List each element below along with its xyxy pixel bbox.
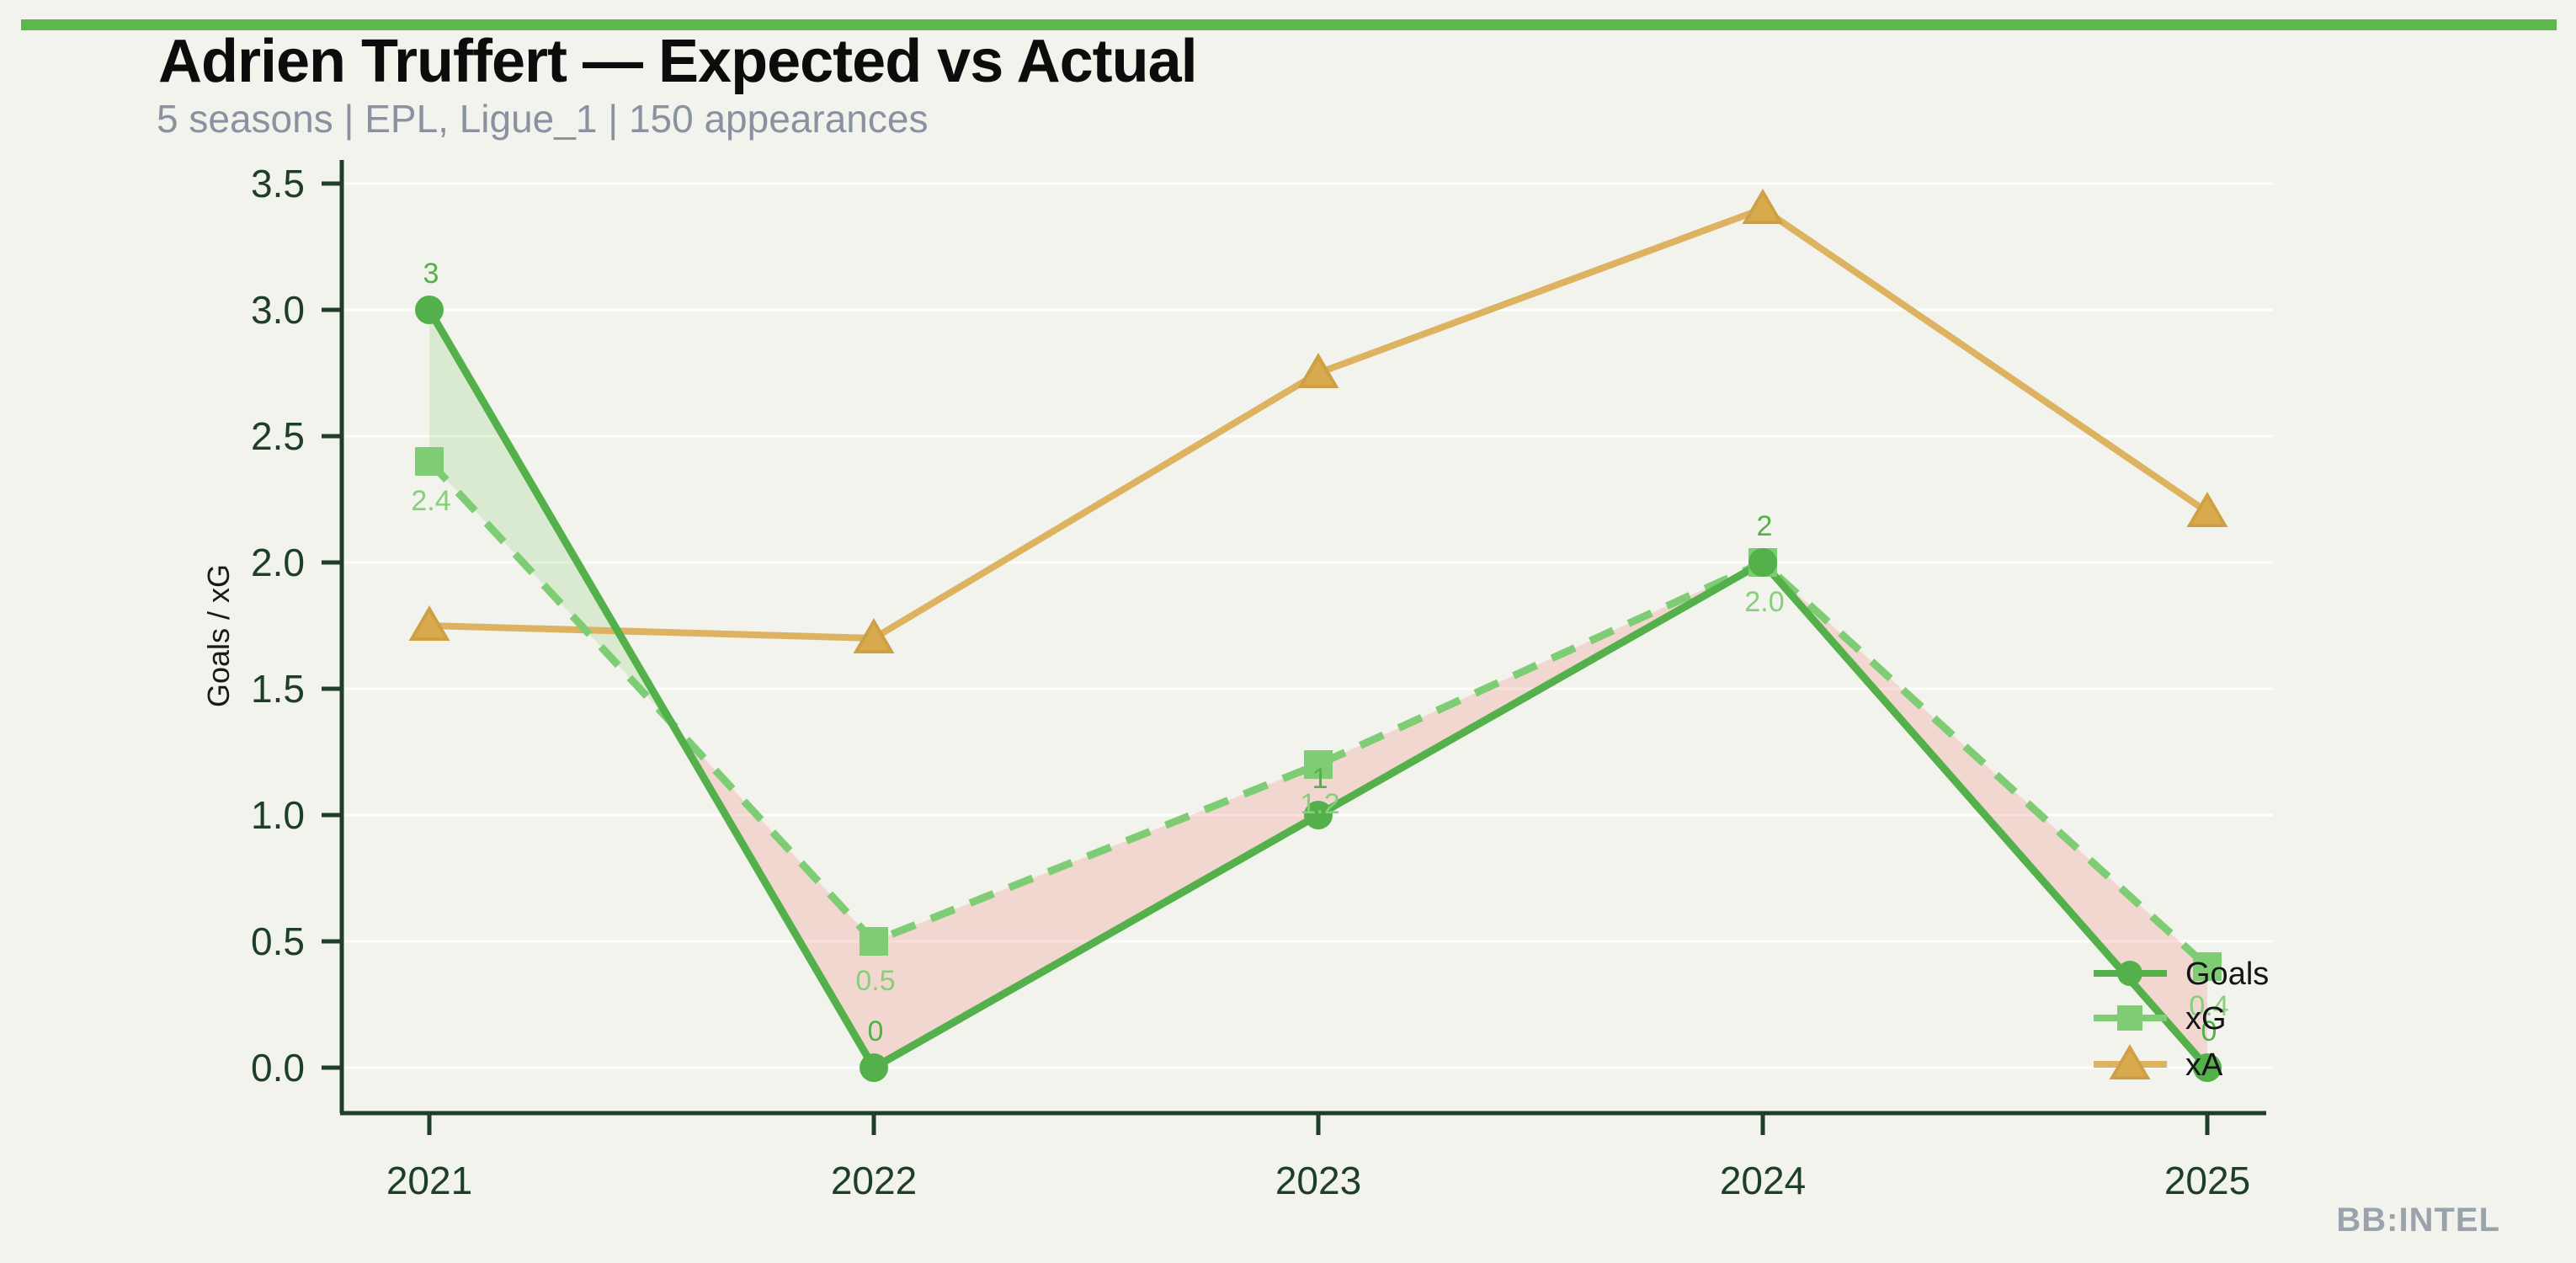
goals-point-label: 1 — [1312, 763, 1328, 795]
xa-marker — [408, 605, 450, 641]
goals-marker — [415, 296, 444, 324]
xa-marker — [1297, 353, 1339, 388]
x-tick-label: 2025 — [2164, 1159, 2250, 1202]
xg-point-label: 0.5 — [855, 965, 895, 997]
xa-marker — [1742, 189, 1784, 224]
fill-xg-above-goals — [672, 562, 2207, 1068]
xg-point-label: 1.2 — [1300, 788, 1339, 820]
xg-point-label: 0.4 — [2189, 990, 2228, 1022]
goals-point-label: 3 — [423, 258, 439, 290]
goals-marker — [1748, 548, 1777, 577]
x-tick-label: 2022 — [831, 1159, 917, 1202]
chart-subtitle: 5 seasons | EPL, Ligue_1 | 150 appearanc… — [157, 97, 929, 141]
xg-marker — [2193, 952, 2222, 981]
y-axis-label: Goals / xG — [201, 564, 236, 707]
xg-point-label: 2.0 — [1744, 586, 1784, 618]
y-tick-label: 2.5 — [251, 414, 305, 458]
x-tick-label: 2021 — [386, 1159, 472, 1202]
legend-marker-xa — [2109, 1044, 2151, 1079]
goals-point-label: 0 — [2201, 1015, 2217, 1047]
xg-marker — [415, 447, 444, 476]
accent-bar — [21, 19, 2557, 30]
xg-marker — [1304, 750, 1333, 779]
xg-line — [426, 458, 2211, 970]
y-tick-label: 0.0 — [251, 1046, 305, 1090]
y-tick-label: 1.0 — [251, 793, 305, 837]
legend-label-xa: xA — [2185, 1047, 2223, 1083]
goals-point-label: 0 — [868, 1015, 884, 1047]
goals-marker — [2193, 1053, 2222, 1082]
y-tick-label: 0.5 — [251, 919, 305, 963]
xg-point-label: 2.4 — [411, 485, 450, 517]
brand-watermark: BB:INTEL — [2336, 1202, 2500, 1239]
xa-line — [428, 205, 2210, 642]
y-tick-label: 2.0 — [251, 541, 305, 584]
xg-marker — [860, 927, 888, 956]
xa-marker — [2186, 492, 2228, 527]
xa-marker — [853, 618, 895, 653]
goals-marker — [1304, 801, 1333, 829]
goals-point-label: 2 — [1757, 510, 1773, 542]
goals-marker — [860, 1053, 888, 1082]
legend-marker-xg — [2117, 1005, 2142, 1031]
y-tick-label: 3.5 — [251, 162, 305, 205]
y-tick-label: 3.0 — [251, 288, 305, 332]
chart-title: Adrien Truffert — Expected vs Actual — [158, 28, 1198, 95]
legend-label-goals: Goals — [2185, 957, 2269, 992]
legend-label-xg: xG — [2185, 1001, 2227, 1037]
y-tick-label: 1.5 — [251, 667, 305, 711]
legend-marker-goals — [2117, 961, 2142, 986]
x-tick-label: 2024 — [1720, 1159, 1806, 1202]
x-tick-label: 2023 — [1275, 1159, 1361, 1202]
